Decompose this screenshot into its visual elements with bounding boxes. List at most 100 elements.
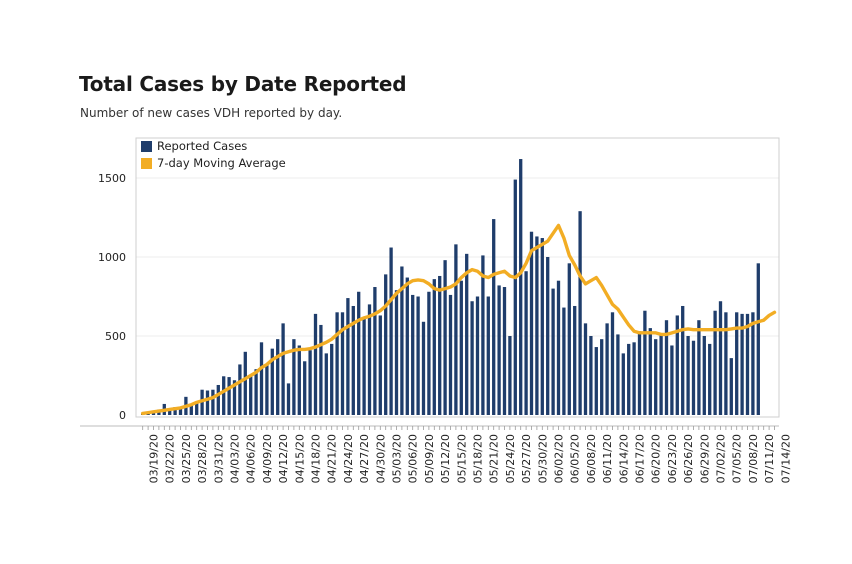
- bar-reported-cases: [195, 403, 199, 415]
- bar-reported-cases: [178, 407, 183, 415]
- bar-reported-cases: [416, 296, 420, 415]
- bar-reported-cases: [702, 336, 706, 415]
- y-tick-label: 1500: [98, 172, 126, 185]
- bar-reported-cases: [394, 290, 399, 415]
- bar-reported-cases: [421, 321, 426, 415]
- bar-reported-cases: [735, 312, 739, 415]
- bar-reported-cases: [400, 266, 404, 415]
- x-tick-label: 06/20/20: [650, 434, 663, 483]
- bar-reported-cases: [211, 389, 215, 415]
- x-axis: 03/19/20 03/22/20 03/25/20 03/28/20 03/31/20…: [142, 426, 792, 483]
- bar-reported-cases: [578, 211, 582, 415]
- bar-reported-cases: [562, 307, 566, 415]
- bar-reported-cases: [594, 347, 598, 415]
- bar-reported-cases: [438, 275, 442, 415]
- x-tick-label: 04/06/20: [245, 434, 258, 483]
- bar-reported-cases: [330, 343, 334, 415]
- x-tick-label: 04/24/20: [342, 434, 355, 483]
- x-tick-label: 05/21/20: [488, 434, 501, 483]
- bar-reported-cases: [205, 390, 210, 415]
- x-tick-label: 07/08/20: [747, 434, 760, 483]
- line-moving-average: [140, 223, 777, 416]
- bar-reported-cases: [729, 358, 733, 415]
- x-tick-label: 04/09/20: [261, 434, 274, 483]
- x-tick-label: 06/11/20: [601, 434, 614, 483]
- x-tick-label: 03/28/20: [196, 434, 209, 483]
- x-tick-label: 04/12/20: [277, 434, 290, 483]
- bar-reported-cases: [346, 298, 350, 415]
- bar-reported-cases: [751, 312, 755, 415]
- bar-reported-cases: [189, 405, 193, 415]
- bar-reported-cases: [486, 296, 490, 415]
- plot-frame: [135, 137, 780, 418]
- x-tick-label: 06/02/20: [553, 434, 566, 483]
- x-tick-label: 03/22/20: [164, 434, 177, 483]
- bar-reported-cases: [632, 342, 636, 415]
- bar-reported-cases: [459, 280, 463, 415]
- bar-reported-cases: [292, 339, 296, 415]
- bar-series-reported-cases: [141, 159, 760, 415]
- legend: Reported Cases 7-day Moving Average: [141, 139, 286, 170]
- bar-reported-cases: [324, 353, 328, 415]
- bar-reported-cases: [524, 271, 528, 415]
- bar-reported-cases: [573, 305, 577, 415]
- x-tick-label: 05/15/20: [455, 434, 468, 483]
- x-tick-label: 07/02/20: [715, 434, 728, 483]
- bar-reported-cases: [297, 345, 301, 415]
- bar-reported-cases: [432, 279, 436, 415]
- bar-reported-cases: [724, 312, 728, 415]
- bar-reported-cases: [610, 312, 615, 415]
- x-tick-label: 06/05/20: [569, 434, 582, 483]
- bar-reported-cases: [492, 219, 496, 415]
- bar-reported-cases: [616, 334, 620, 415]
- bar-reported-cases: [513, 179, 517, 415]
- x-tick-label: 04/27/20: [358, 434, 371, 483]
- bar-reported-cases: [691, 340, 696, 415]
- x-tick-label: 04/18/20: [310, 434, 323, 483]
- bar-reported-cases: [567, 263, 571, 415]
- bar-reported-cases: [259, 342, 264, 415]
- x-tick-label: 07/05/20: [731, 434, 744, 483]
- bar-reported-cases: [454, 244, 458, 415]
- bar-reported-cases: [713, 310, 717, 415]
- x-tick-label: 05/09/20: [423, 434, 436, 483]
- bar-reported-cases: [589, 336, 593, 415]
- bar-reported-cases: [697, 320, 701, 415]
- bar-reported-cases: [745, 313, 750, 415]
- x-tick-label: 05/06/20: [407, 434, 420, 483]
- bar-reported-cases: [600, 339, 604, 415]
- bar-reported-cases: [556, 280, 561, 415]
- bar-reported-cases: [373, 287, 377, 415]
- bar-reported-cases: [384, 274, 388, 415]
- x-tick-label: 07/14/20: [779, 434, 792, 483]
- x-tick-label: 06/23/20: [666, 434, 679, 483]
- bar-reported-cases: [686, 336, 690, 415]
- line-series-moving-average: [140, 223, 777, 416]
- bar-reported-cases: [270, 348, 274, 415]
- legend-label-reported-cases: Reported Cases: [157, 139, 247, 153]
- bar-reported-cases: [265, 364, 269, 415]
- bar-reported-cases: [340, 312, 345, 415]
- x-tick-label: 05/12/20: [439, 434, 452, 483]
- bar-reported-cases: [357, 291, 361, 415]
- bar-reported-cases: [664, 320, 669, 415]
- chart-subtitle: Number of new cases VDH reported by day.: [80, 106, 343, 120]
- x-tick-label: 05/27/20: [520, 434, 533, 483]
- bar-reported-cases: [643, 310, 647, 415]
- bar-reported-cases: [286, 383, 291, 415]
- bar-reported-cases: [627, 343, 631, 415]
- y-tick-label: 0: [119, 409, 126, 422]
- y-tick-label: 1000: [98, 251, 126, 264]
- bar-reported-cases: [276, 339, 280, 415]
- bar-reported-cases: [448, 294, 453, 415]
- bar-reported-cases: [378, 315, 382, 415]
- bar-reported-cases: [654, 339, 658, 415]
- bar-reported-cases: [227, 377, 231, 415]
- bar-reported-cases: [243, 351, 247, 415]
- x-tick-label: 04/15/20: [293, 434, 306, 483]
- bar-reported-cases: [551, 288, 555, 415]
- x-tick-label: 06/29/20: [698, 434, 711, 483]
- bar-reported-cases: [508, 336, 512, 415]
- bar-reported-cases: [443, 260, 447, 415]
